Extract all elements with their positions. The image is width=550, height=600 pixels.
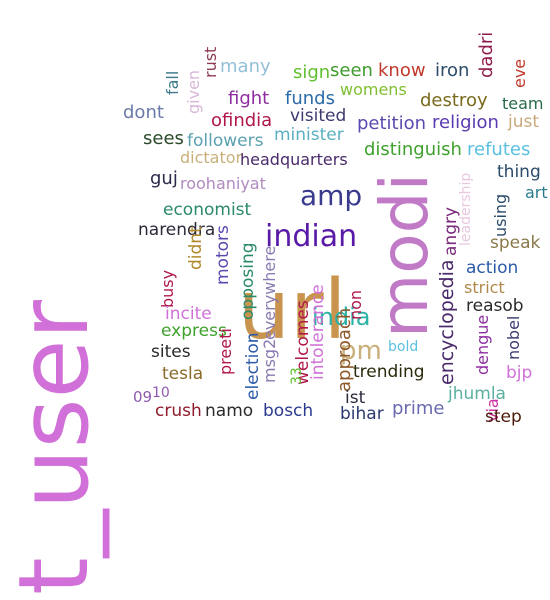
word-given: given — [184, 69, 203, 114]
word-distinguish: distinguish — [364, 139, 462, 160]
word-sign: sign — [293, 62, 331, 83]
word-t-user: t_user — [0, 299, 110, 595]
word-express: express — [161, 321, 227, 341]
word-team: team — [502, 94, 544, 113]
word-know: know — [378, 60, 426, 81]
word-strict: strict — [464, 278, 505, 297]
word-opposing: opposing — [238, 242, 258, 320]
word-busy: busy — [158, 269, 177, 308]
word-approach: approach — [334, 307, 355, 392]
word-33: 33 — [289, 367, 305, 385]
word-petition: petition — [357, 113, 427, 134]
word-reasob: reasob — [466, 296, 524, 316]
word-dadri: dadri — [476, 31, 497, 78]
word-india: india — [312, 303, 371, 331]
word-destroy: destroy — [420, 90, 488, 111]
word-just: just — [508, 112, 540, 132]
word-amp: amp — [300, 179, 363, 212]
word-crush: crush — [155, 401, 202, 421]
word-jhumla: jhumla — [448, 384, 506, 404]
word-leadership: leadership — [458, 172, 474, 246]
word-nobel: nobel — [504, 315, 523, 360]
word-bold: bold — [388, 339, 419, 355]
word-incite: incite — [165, 304, 212, 324]
word-indian: indian — [265, 219, 358, 254]
word-using: using — [491, 193, 510, 237]
word-dengue: dengue — [473, 314, 492, 375]
word-religion: religion — [432, 112, 499, 133]
word-trending: trending — [353, 362, 425, 382]
word-tesla: tesla — [162, 364, 204, 384]
word-followers: followers — [187, 131, 264, 151]
word-ist: ist — [345, 388, 366, 408]
word-modi: modi — [366, 173, 443, 338]
word-bihar: bihar — [340, 404, 384, 424]
word-thing: thing — [497, 162, 541, 182]
word-ofindia: ofindia — [211, 110, 273, 131]
word-eve: eve — [510, 58, 529, 88]
word-09: 09 — [133, 388, 153, 406]
word-namo: namo — [205, 401, 254, 421]
word-speak: speak — [490, 233, 541, 253]
word-narendra: narendra — [138, 220, 216, 240]
word-headquarters: headquarters — [240, 150, 348, 169]
word-prime: prime — [392, 398, 445, 419]
word-preeti: preeti — [216, 328, 235, 375]
word-intolerance: intolerance — [308, 284, 328, 380]
word-action: action — [466, 258, 519, 278]
word-guj: guj — [150, 168, 178, 189]
word-url: url — [238, 263, 347, 358]
word-iron: iron — [435, 60, 470, 81]
word-sees: sees — [143, 128, 184, 149]
word-10: 10 — [152, 385, 170, 401]
word-many: many — [220, 56, 271, 77]
word-womens: womens — [340, 80, 407, 99]
word-fall: fall — [163, 70, 182, 95]
word-pm: pm — [340, 336, 382, 366]
word-angry: angry — [441, 206, 461, 256]
word-step: step — [485, 407, 522, 427]
word-seen: seen — [330, 60, 373, 81]
word-msg2: msg2 — [260, 338, 279, 383]
word-art: art — [525, 183, 548, 202]
word-bosch: bosch — [263, 401, 314, 421]
word-didnt: didnt — [186, 226, 206, 270]
word-rust: rust — [201, 46, 220, 78]
word-sites: sites — [151, 342, 191, 362]
word-everywhere: everywhere — [260, 245, 279, 340]
word-dont: dont — [123, 102, 164, 123]
word-dictator: dictator — [180, 148, 243, 167]
word-economist: economist — [163, 200, 252, 220]
word-refutes: refutes — [467, 139, 531, 160]
word-fight: fight — [228, 88, 270, 109]
word-motors: motors — [213, 225, 233, 285]
word-funds: funds — [285, 88, 335, 109]
word-encyclopedia: encyclopedia — [436, 259, 458, 385]
word-minister: minister — [274, 125, 344, 145]
word-visited: visited — [290, 106, 347, 126]
word-bjp: bjp — [506, 363, 533, 383]
word-roohaniyat: roohaniyat — [180, 174, 266, 193]
